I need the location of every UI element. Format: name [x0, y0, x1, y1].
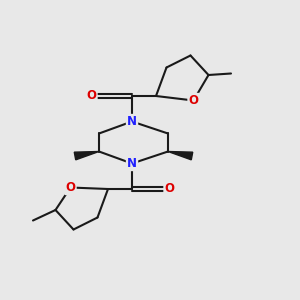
Text: N: N — [127, 115, 137, 128]
Text: O: O — [65, 181, 76, 194]
Polygon shape — [168, 152, 193, 160]
Text: O: O — [86, 89, 97, 103]
Polygon shape — [74, 152, 99, 160]
Text: N: N — [127, 157, 137, 170]
Text: O: O — [188, 94, 199, 107]
Text: O: O — [164, 182, 175, 196]
